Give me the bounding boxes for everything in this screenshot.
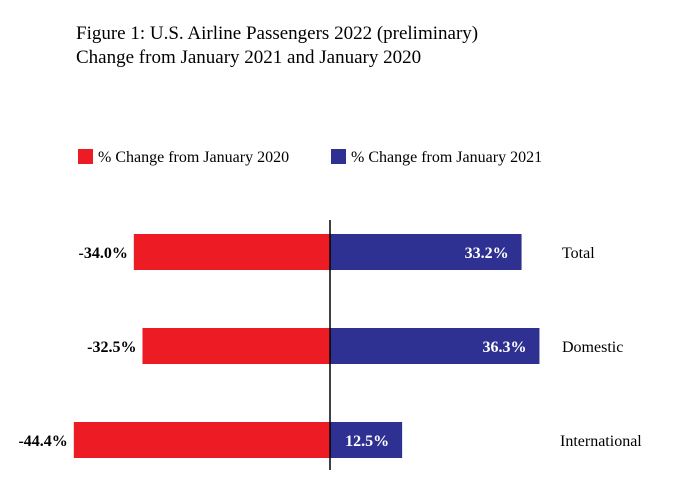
data-label-2020-international: -44.4% bbox=[18, 433, 67, 450]
data-label-2021-international: 12.5% bbox=[345, 433, 389, 450]
bar-2021-international bbox=[330, 422, 403, 458]
category-label-domestic: Domestic bbox=[562, 339, 623, 356]
bar-2021-total bbox=[330, 234, 522, 270]
chart-title-line-1: Figure 1: U.S. Airline Passengers 2022 (… bbox=[76, 23, 479, 44]
bar-2020-total bbox=[133, 234, 330, 270]
data-label-2021-total: 33.2% bbox=[465, 245, 509, 262]
chart-title: Figure 1: U.S. Airline Passengers 2022 (… bbox=[76, 22, 478, 70]
legend-item-2020-swatch bbox=[78, 149, 93, 164]
legend-item-2020-label: % Change from January 2020 bbox=[98, 149, 289, 166]
category-label-total: Total bbox=[562, 245, 595, 262]
chart-subtitle: Change from January 2021 and January 202… bbox=[76, 47, 422, 68]
legend-item-2021-label: % Change from January 2021 bbox=[351, 149, 542, 166]
category-label-international: International bbox=[560, 433, 642, 450]
data-label-2020-total: -34.0% bbox=[78, 245, 127, 262]
bar-2020-domestic bbox=[142, 328, 330, 364]
bar-2020-international bbox=[73, 422, 330, 458]
bar-2021-domestic bbox=[330, 328, 540, 364]
data-label-2020-domestic: -32.5% bbox=[87, 339, 136, 356]
legend-item-2021-swatch bbox=[331, 149, 346, 164]
data-label-2021-domestic: 36.3% bbox=[482, 339, 526, 356]
